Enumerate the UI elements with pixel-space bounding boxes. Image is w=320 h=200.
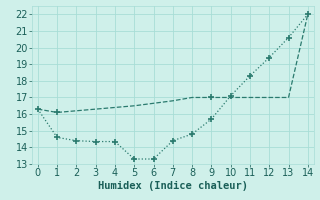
X-axis label: Humidex (Indice chaleur): Humidex (Indice chaleur) bbox=[98, 181, 248, 191]
